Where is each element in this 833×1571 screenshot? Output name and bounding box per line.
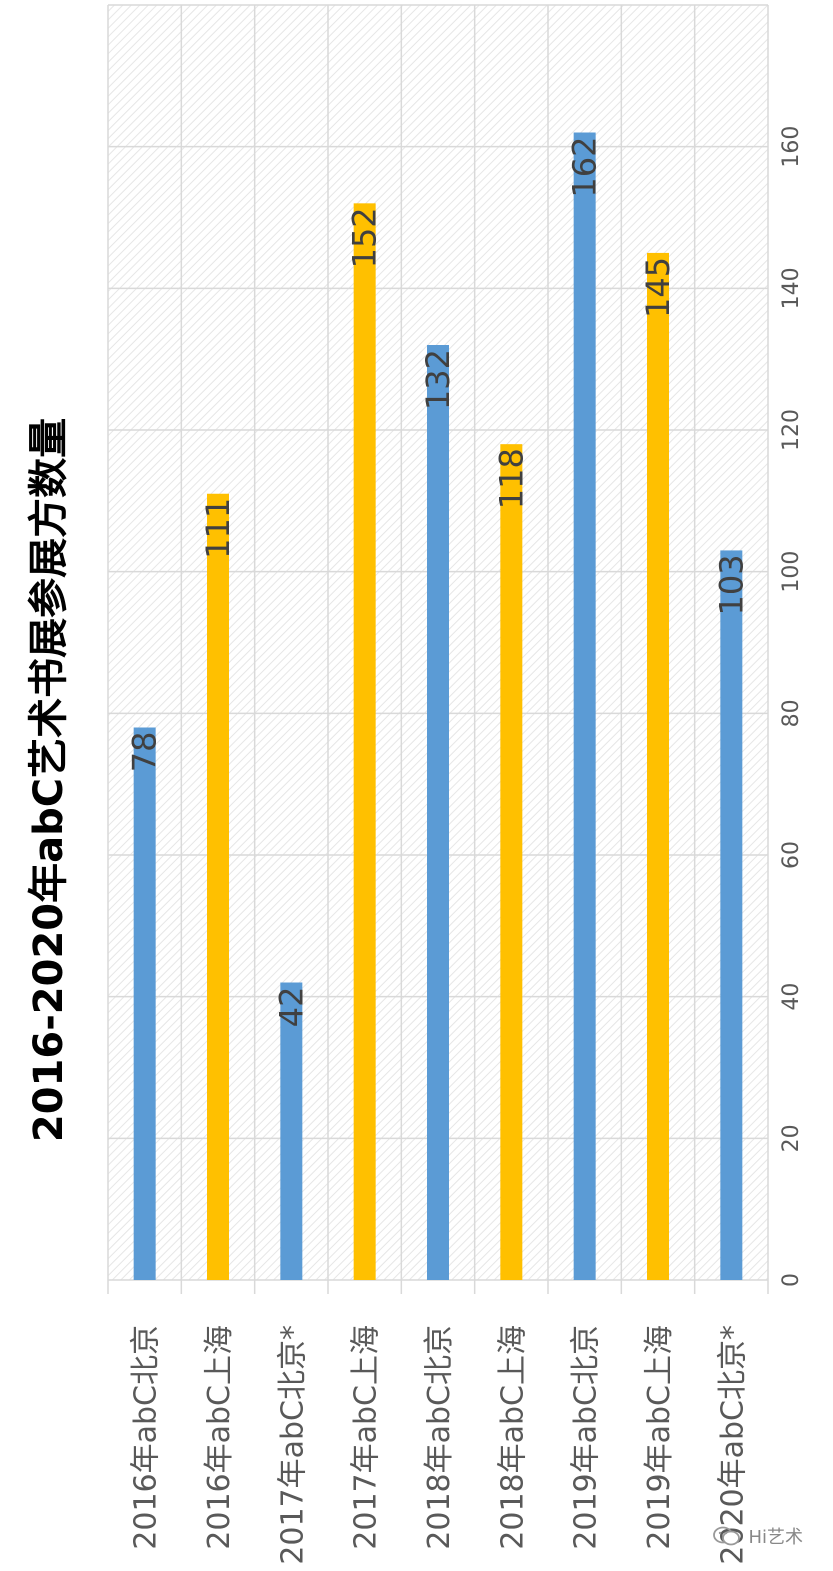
category-label: 2016年abC北京: [129, 1325, 164, 1550]
data-label: 118: [492, 448, 530, 509]
value-tick-label: 40: [779, 983, 804, 1011]
category-label: 2018年abC北京: [422, 1325, 457, 1550]
data-label: 162: [566, 137, 604, 198]
bar: [500, 444, 523, 1281]
data-label: 103: [712, 554, 750, 615]
category-label: 2019年abC北京: [569, 1325, 604, 1550]
chart-title: 2016-2020年abC艺术书展参展方数量: [26, 418, 72, 1142]
data-labels: 78 111 42 152 132 118 162 145 103: [126, 137, 751, 1028]
value-tick-label: 80: [779, 699, 804, 727]
category-label: 2017年abC北京*: [275, 1325, 310, 1565]
category-axis-labels: 2016年abC北京 2016年abC上海 2017年abC北京* 2017年abC上…: [129, 1325, 751, 1565]
category-label: 2020年abC北京*: [715, 1325, 750, 1565]
watermark-text: Hi艺术: [748, 1527, 803, 1548]
bar: [353, 203, 376, 1280]
value-tick-label: 100: [779, 551, 804, 593]
bars: [133, 132, 743, 1281]
value-tick-label: 140: [779, 267, 804, 309]
data-label: 152: [346, 207, 384, 268]
bar: [427, 345, 449, 1280]
value-tick-label: 120: [779, 409, 804, 451]
bar: [647, 252, 669, 1281]
wechat-icon: [713, 1526, 741, 1546]
data-label: 145: [639, 257, 677, 318]
category-label: 2017年abC上海: [349, 1325, 384, 1550]
data-label: 132: [419, 349, 457, 410]
bar: [280, 982, 303, 1280]
category-label: 2018年abC上海: [495, 1325, 530, 1550]
value-tick-label: 20: [779, 1124, 804, 1152]
data-label: 78: [126, 732, 164, 773]
category-label: 2019年abC上海: [642, 1325, 677, 1550]
watermark: Hi艺术: [712, 1523, 803, 1549]
bar: [207, 493, 229, 1280]
data-label: 42: [272, 987, 310, 1028]
value-tick-label: 0: [779, 1273, 804, 1287]
bar: [133, 727, 156, 1280]
data-label: 111: [199, 498, 237, 559]
bar: [573, 132, 596, 1280]
value-tick-label: 160: [779, 126, 804, 168]
bar: [720, 550, 743, 1280]
value-axis-ticks: 0 20 40 60 80 100 120 140 160: [779, 126, 804, 1287]
category-label: 2016年abC上海: [202, 1325, 237, 1550]
value-tick-label: 60: [779, 841, 804, 869]
